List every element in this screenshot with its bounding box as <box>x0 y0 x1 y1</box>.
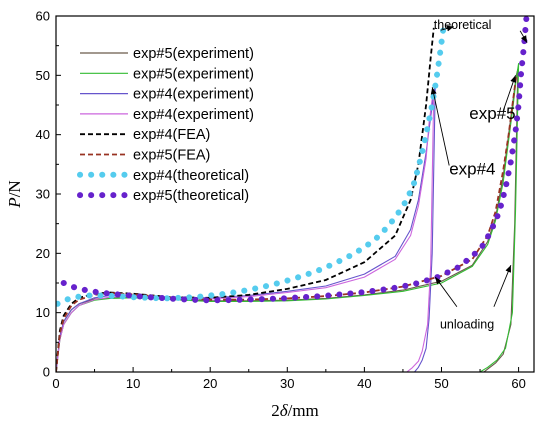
x-tick-label: 40 <box>357 376 371 391</box>
y-tick-label: 30 <box>36 187 50 202</box>
y-axis-title: P/N <box>5 180 24 208</box>
legend: exp#5(experiment) exp#5(experiment) exp#4(… <box>77 46 254 204</box>
legend-label-6: exp#5(FEA) <box>133 148 210 164</box>
x-axis-title: 2δ/mm <box>271 401 319 420</box>
x-tick-label: 60 <box>511 376 525 391</box>
y-tick-label: 0 <box>43 365 50 380</box>
legend-label-3: exp#4(experiment) <box>133 87 254 103</box>
y-tick-label: 10 <box>36 305 50 320</box>
legend-label-4: exp#4(experiment) <box>133 107 254 123</box>
axis-ticks: 0 10 20 30 40 50 60 0 10 20 30 40 50 60 <box>36 9 526 392</box>
series-line-7 <box>56 21 447 307</box>
y-axis-title-symbol: P <box>5 197 24 208</box>
series-layer <box>56 16 530 372</box>
annotation-arrow <box>519 30 528 43</box>
x-tick-label: 50 <box>434 376 448 391</box>
legend-label-8: exp#5(theoretical) <box>133 188 249 204</box>
legend-label-5: exp#4(FEA) <box>133 127 210 143</box>
series-line-8 <box>60 16 530 304</box>
annotation-arrow <box>493 265 512 307</box>
annotation-arrow <box>440 25 454 32</box>
x-tick-label: 0 <box>52 376 59 391</box>
x-tick-label: 10 <box>126 376 140 391</box>
y-axis-title-unit: /N <box>5 180 24 197</box>
y-tick-label: 40 <box>36 127 50 142</box>
annotation-arrow <box>430 87 450 166</box>
x-axis-title-symbol: δ <box>280 401 289 420</box>
legend-label-1: exp#5(experiment) <box>133 46 254 62</box>
legend-label-7: exp#4(theoretical) <box>133 168 249 184</box>
x-axis-title-unit: /mm <box>288 401 319 420</box>
y-tick-label: 50 <box>36 68 50 83</box>
x-tick-label: 30 <box>280 376 294 391</box>
series-line-6 <box>56 75 518 372</box>
y-tick-label: 20 <box>36 246 50 261</box>
y-tick-label: 60 <box>36 9 50 24</box>
series-line-1 <box>56 68 519 372</box>
series-line-3 <box>56 83 436 372</box>
annotation-label-3: exp#4 <box>449 159 495 178</box>
annotation-arrow <box>502 75 517 112</box>
series-line-4 <box>56 89 435 372</box>
legend-label-2: exp#5(experiment) <box>133 66 254 82</box>
x-axis-title-prefix: 2 <box>271 401 280 420</box>
annotation-label-4: unloading <box>440 318 494 332</box>
annotation-arrow <box>434 276 458 307</box>
annotation-label-2: exp#5 <box>469 104 515 123</box>
x-tick-label: 20 <box>203 376 217 391</box>
